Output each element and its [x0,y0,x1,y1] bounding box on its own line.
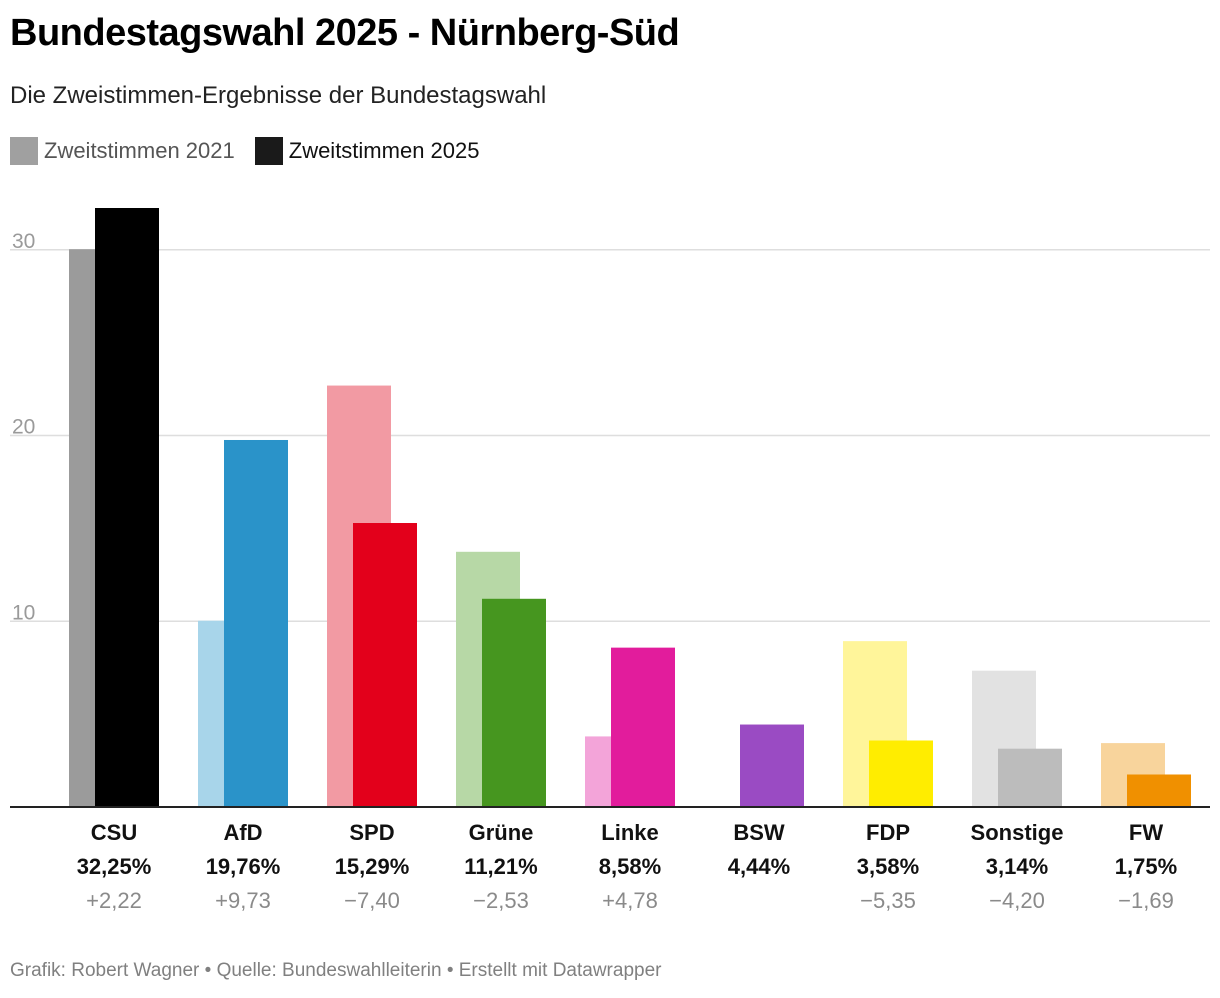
diff-label: +9,73 [215,888,271,913]
category-label: Linke [601,820,658,845]
bar-2025-spd [353,523,417,807]
chart-footer: Grafik: Robert Wagner • Quelle: Bundeswa… [10,960,662,981]
legend-swatch-2025 [254,137,283,165]
legend-item-2025: Zweitstimmen 2025 [254,137,480,165]
y-tick-label: 10 [12,601,35,624]
bar-2025-afd [224,439,288,807]
y-tick-label: 30 [12,230,35,253]
bar-2025-fw [1127,774,1191,807]
value-label: 4,44% [728,854,790,879]
chart-subtitle: Die Zweistimmen-Ergebnisse der Bundestag… [10,82,547,109]
bar-2025-sonstige [998,748,1062,807]
bar-2025-linke [611,647,675,807]
bar-2025-bsw [740,724,804,807]
category-label: FDP [866,820,910,845]
diff-label: −4,20 [989,888,1045,913]
category-label: Sonstige [971,820,1064,845]
bar-2025-grüne [482,598,546,807]
category-label: CSU [91,820,137,845]
y-tick-label: 20 [12,416,35,439]
bar-2025-csu [95,208,159,807]
diff-label: −5,35 [860,888,916,913]
category-label: FW [1129,820,1163,845]
value-label: 3,58% [857,854,919,879]
legend-swatch-2021 [10,137,38,165]
value-label: 19,76% [206,854,281,879]
value-label: 11,21% [464,854,537,879]
value-label: 3,14% [986,854,1048,879]
bar-2025-fdp [869,740,933,807]
legend-label-2021: Zweitstimmen 2021 [44,138,235,163]
category-label: BSW [733,820,785,845]
diff-label: −7,40 [344,888,400,913]
value-label: 8,58% [599,854,661,879]
legend-label-2025: Zweitstimmen 2025 [288,138,480,163]
diff-label: +2,22 [86,888,142,913]
diff-label: −1,69 [1118,888,1174,913]
legend: Zweitstimmen 2021 Zweitstimmen 2025 [10,137,500,165]
value-label: 15,29% [335,854,410,879]
value-label: 1,75% [1115,854,1177,879]
diff-label: +4,78 [602,888,658,913]
category-label: SPD [349,820,394,845]
category-label: AfD [223,820,262,845]
legend-item-2021: Zweitstimmen 2021 [10,137,235,165]
category-label: Grüne [469,820,534,845]
value-label: 32,25% [77,854,152,879]
chart-title: Bundestagswahl 2025 - Nürnberg-Süd [10,12,680,54]
diff-label: −2,53 [473,888,529,913]
